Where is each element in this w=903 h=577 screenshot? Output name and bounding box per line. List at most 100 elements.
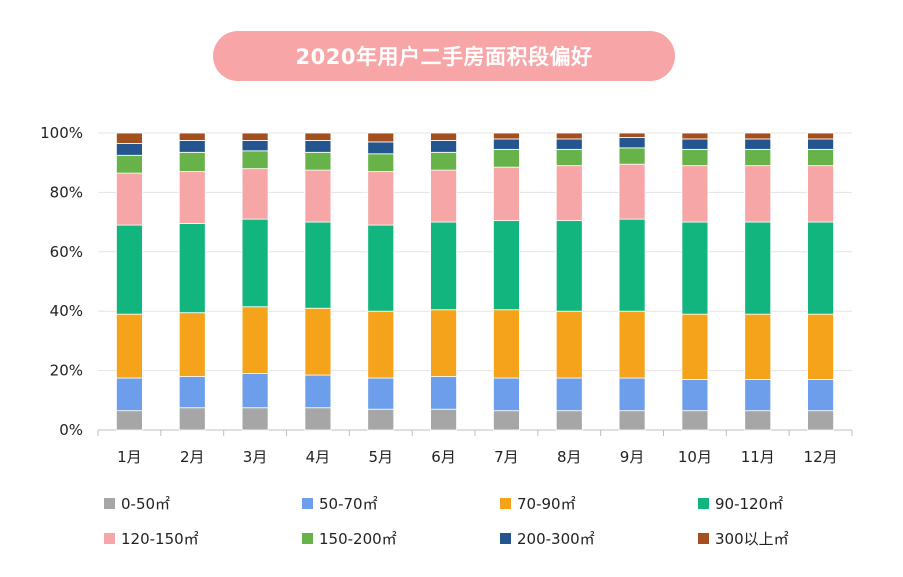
bar-segment bbox=[493, 220, 520, 311]
bar-segment bbox=[241, 218, 269, 308]
bar-segment bbox=[493, 309, 520, 379]
bar-segment bbox=[681, 148, 709, 167]
legend-item: 200-300㎡ bbox=[500, 528, 595, 549]
bar-segment bbox=[304, 374, 332, 409]
bar-segment bbox=[430, 221, 457, 311]
bar-segment bbox=[304, 151, 332, 171]
x-tick-label: 3月 bbox=[243, 448, 268, 466]
bar-segment bbox=[178, 312, 206, 377]
legend-label: 70-90㎡ bbox=[517, 495, 576, 513]
bar-segment bbox=[807, 379, 834, 412]
bar-segment bbox=[367, 132, 395, 143]
legend-item: 300以上㎡ bbox=[698, 528, 789, 549]
bar-segment bbox=[178, 140, 206, 153]
bar-segment bbox=[304, 140, 332, 153]
bar-segment bbox=[744, 221, 772, 315]
bar-segment bbox=[493, 132, 520, 140]
bar-segment bbox=[618, 132, 646, 138]
bar-segment bbox=[116, 172, 143, 226]
legend-label: 120-150㎡ bbox=[121, 530, 199, 548]
legend-label: 0-50㎡ bbox=[121, 495, 171, 513]
y-tick-label: 40% bbox=[50, 302, 83, 320]
bar-segment bbox=[304, 307, 332, 376]
bar-segment bbox=[304, 221, 332, 309]
bar-segment bbox=[241, 373, 269, 409]
y-tick-label: 0% bbox=[59, 421, 83, 439]
x-tick-label: 5月 bbox=[368, 448, 393, 466]
bar-segment bbox=[555, 310, 583, 379]
bar-segment bbox=[430, 140, 457, 153]
bar-segment bbox=[555, 377, 583, 412]
bar-segment bbox=[555, 165, 583, 222]
y-tick-label: 100% bbox=[40, 124, 83, 142]
legend-label: 50-70㎡ bbox=[319, 495, 378, 513]
bar-segment bbox=[744, 313, 772, 380]
x-tick-label: 9月 bbox=[620, 448, 645, 466]
legend-item: 90-120㎡ bbox=[698, 493, 783, 514]
legend-item: 70-90㎡ bbox=[500, 493, 576, 514]
bar-segment bbox=[430, 169, 457, 223]
bar-segment bbox=[116, 154, 143, 174]
legend-swatch bbox=[698, 498, 709, 509]
bar-segment bbox=[178, 151, 206, 173]
bar-segment bbox=[430, 309, 457, 377]
bar-segment bbox=[681, 138, 709, 150]
bar-segment bbox=[367, 141, 395, 155]
bar-segment bbox=[367, 224, 395, 312]
bar-segment bbox=[493, 148, 520, 168]
x-tick-label: 8月 bbox=[557, 448, 582, 466]
bar-segment bbox=[681, 313, 709, 380]
bar-segment bbox=[304, 407, 332, 431]
bar-segment bbox=[367, 310, 395, 379]
legend-item: 120-150㎡ bbox=[104, 528, 199, 549]
legend-label: 200-300㎡ bbox=[517, 530, 595, 548]
bar-segment bbox=[618, 147, 646, 165]
bar-segment bbox=[178, 407, 206, 431]
legend-swatch bbox=[500, 498, 511, 509]
bar-segment bbox=[681, 132, 709, 140]
x-tick-label: 11月 bbox=[741, 448, 775, 466]
bar-segment bbox=[493, 166, 520, 222]
bar-segment bbox=[555, 410, 583, 431]
bar-segment bbox=[618, 137, 646, 149]
bar-segment bbox=[241, 132, 269, 141]
bar-segment bbox=[430, 408, 457, 431]
legend-swatch bbox=[500, 533, 511, 544]
bar-segment bbox=[116, 132, 143, 144]
bar-segment bbox=[304, 132, 332, 141]
legend-label: 90-120㎡ bbox=[715, 495, 784, 513]
bar-segment bbox=[744, 138, 772, 150]
bar-segment bbox=[618, 218, 646, 312]
bar-segment bbox=[493, 377, 520, 412]
bar-segment bbox=[807, 313, 834, 380]
bar-segment bbox=[555, 148, 583, 167]
bar-segment bbox=[807, 148, 834, 167]
legend-swatch bbox=[302, 498, 313, 509]
bar-segment bbox=[367, 171, 395, 226]
legend-item: 150-200㎡ bbox=[302, 528, 397, 549]
bar-segment bbox=[178, 223, 206, 314]
bar-segment bbox=[241, 306, 269, 374]
bar-segment bbox=[618, 310, 646, 379]
bar-segment bbox=[241, 140, 269, 152]
x-tick-label: 1月 bbox=[117, 448, 142, 466]
legend-swatch bbox=[698, 533, 709, 544]
bar-segment bbox=[178, 171, 206, 224]
bar-segment bbox=[555, 132, 583, 140]
bar-segment bbox=[430, 132, 457, 141]
bar-segment bbox=[681, 165, 709, 223]
bar-segment bbox=[744, 132, 772, 140]
bar-segment bbox=[430, 151, 457, 171]
bar-segment bbox=[807, 132, 834, 140]
bar-segment bbox=[744, 410, 772, 431]
x-tick-label: 7月 bbox=[494, 448, 519, 466]
bar-segment bbox=[493, 138, 520, 150]
bar-segment bbox=[555, 220, 583, 312]
bar-segment bbox=[367, 408, 395, 431]
bar-segment bbox=[367, 153, 395, 173]
chart-title: 2020年用户二手房面积段偏好 bbox=[213, 31, 675, 81]
legend-swatch bbox=[104, 498, 115, 509]
bar-segment bbox=[807, 221, 834, 315]
bar-segment bbox=[618, 377, 646, 412]
